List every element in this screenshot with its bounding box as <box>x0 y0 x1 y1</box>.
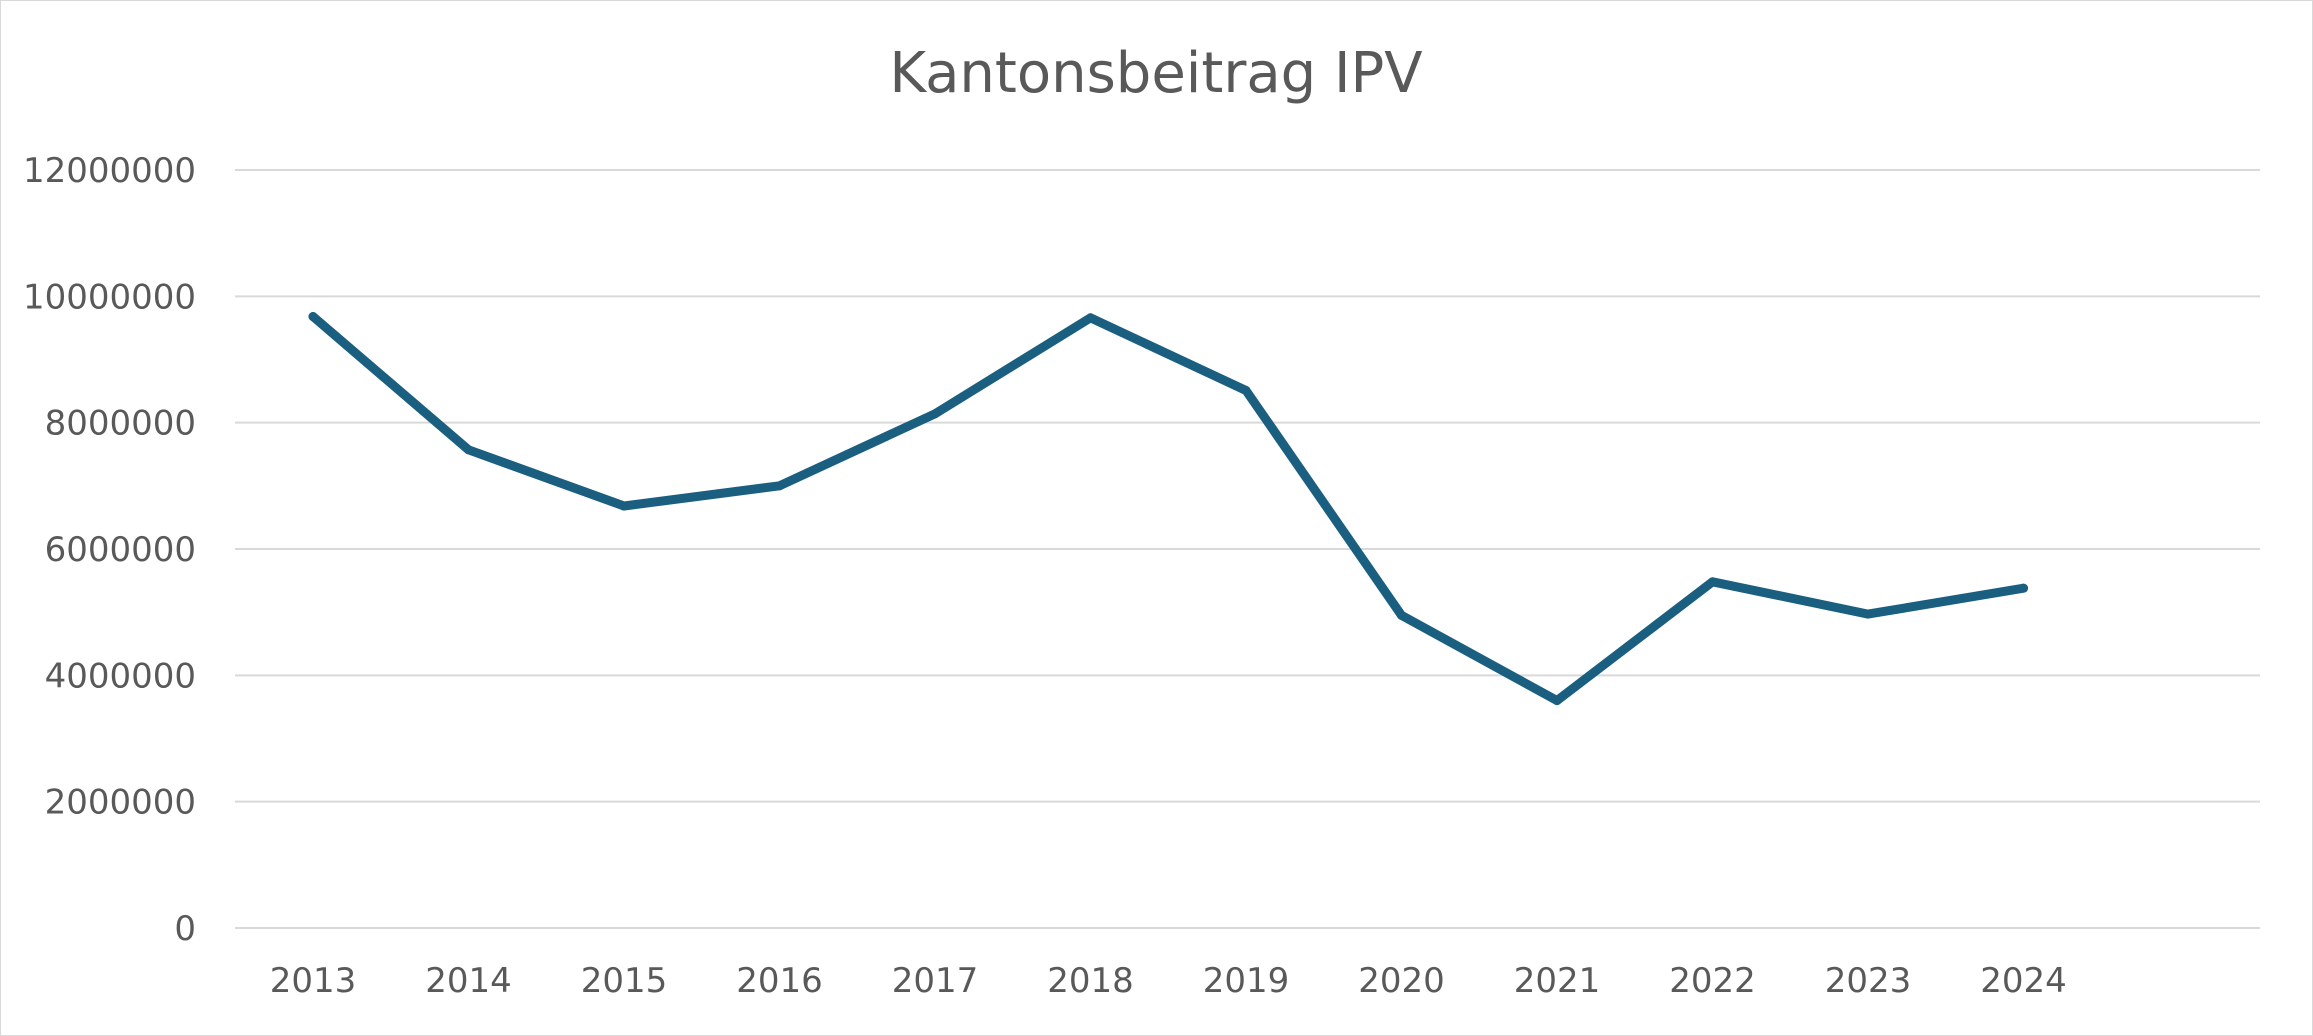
data-point <box>619 501 629 511</box>
x-tick-label: 2017 <box>892 961 979 1001</box>
x-tick-label: 2019 <box>1203 961 1290 1001</box>
x-tick-label: 2014 <box>425 961 512 1001</box>
y-tick-label: 6000000 <box>45 530 196 570</box>
data-point <box>308 312 318 322</box>
data-point <box>1552 696 1562 706</box>
data-point <box>2019 583 2028 593</box>
x-axis-tick-labels: 2013 2014 2015 2016 2017 2018 2019 2020 2021 2022… <box>270 961 2067 1001</box>
x-tick-label: 2024 <box>1980 961 2067 1001</box>
gridlines <box>235 169 2260 929</box>
data-point <box>464 445 473 455</box>
x-tick-label: 2022 <box>1669 961 1756 1001</box>
y-axis-tick-labels: 0 2000000 4000000 6000000 8000000 10000000 120… <box>23 151 196 949</box>
series-line <box>308 312 2028 706</box>
x-tick-label: 2016 <box>736 961 823 1001</box>
x-tick-label: 2015 <box>581 961 668 1001</box>
series-layer <box>308 312 2028 706</box>
data-point <box>1863 609 1873 619</box>
data-point <box>1086 313 1095 323</box>
data-point <box>1241 385 1251 395</box>
y-tick-label: 12000000 <box>23 151 196 191</box>
x-tick-label: 2018 <box>1047 961 1134 1001</box>
y-tick-label: 0 <box>174 909 196 949</box>
x-tick-label: 2020 <box>1358 961 1445 1001</box>
y-tick-label: 2000000 <box>45 783 196 823</box>
data-point <box>1397 610 1406 620</box>
y-tick-label: 4000000 <box>45 656 196 696</box>
data-point <box>1708 577 1717 587</box>
x-tick-label: 2021 <box>1514 961 1601 1001</box>
data-point <box>930 409 940 419</box>
chart-title: Kantonsbeitrag IPV <box>889 41 1422 106</box>
x-tick-label: 2013 <box>270 961 357 1001</box>
y-tick-label: 10000000 <box>23 277 196 317</box>
data-point <box>775 481 784 491</box>
y-tick-label: 8000000 <box>45 404 196 444</box>
x-tick-label: 2023 <box>1825 961 1912 1001</box>
